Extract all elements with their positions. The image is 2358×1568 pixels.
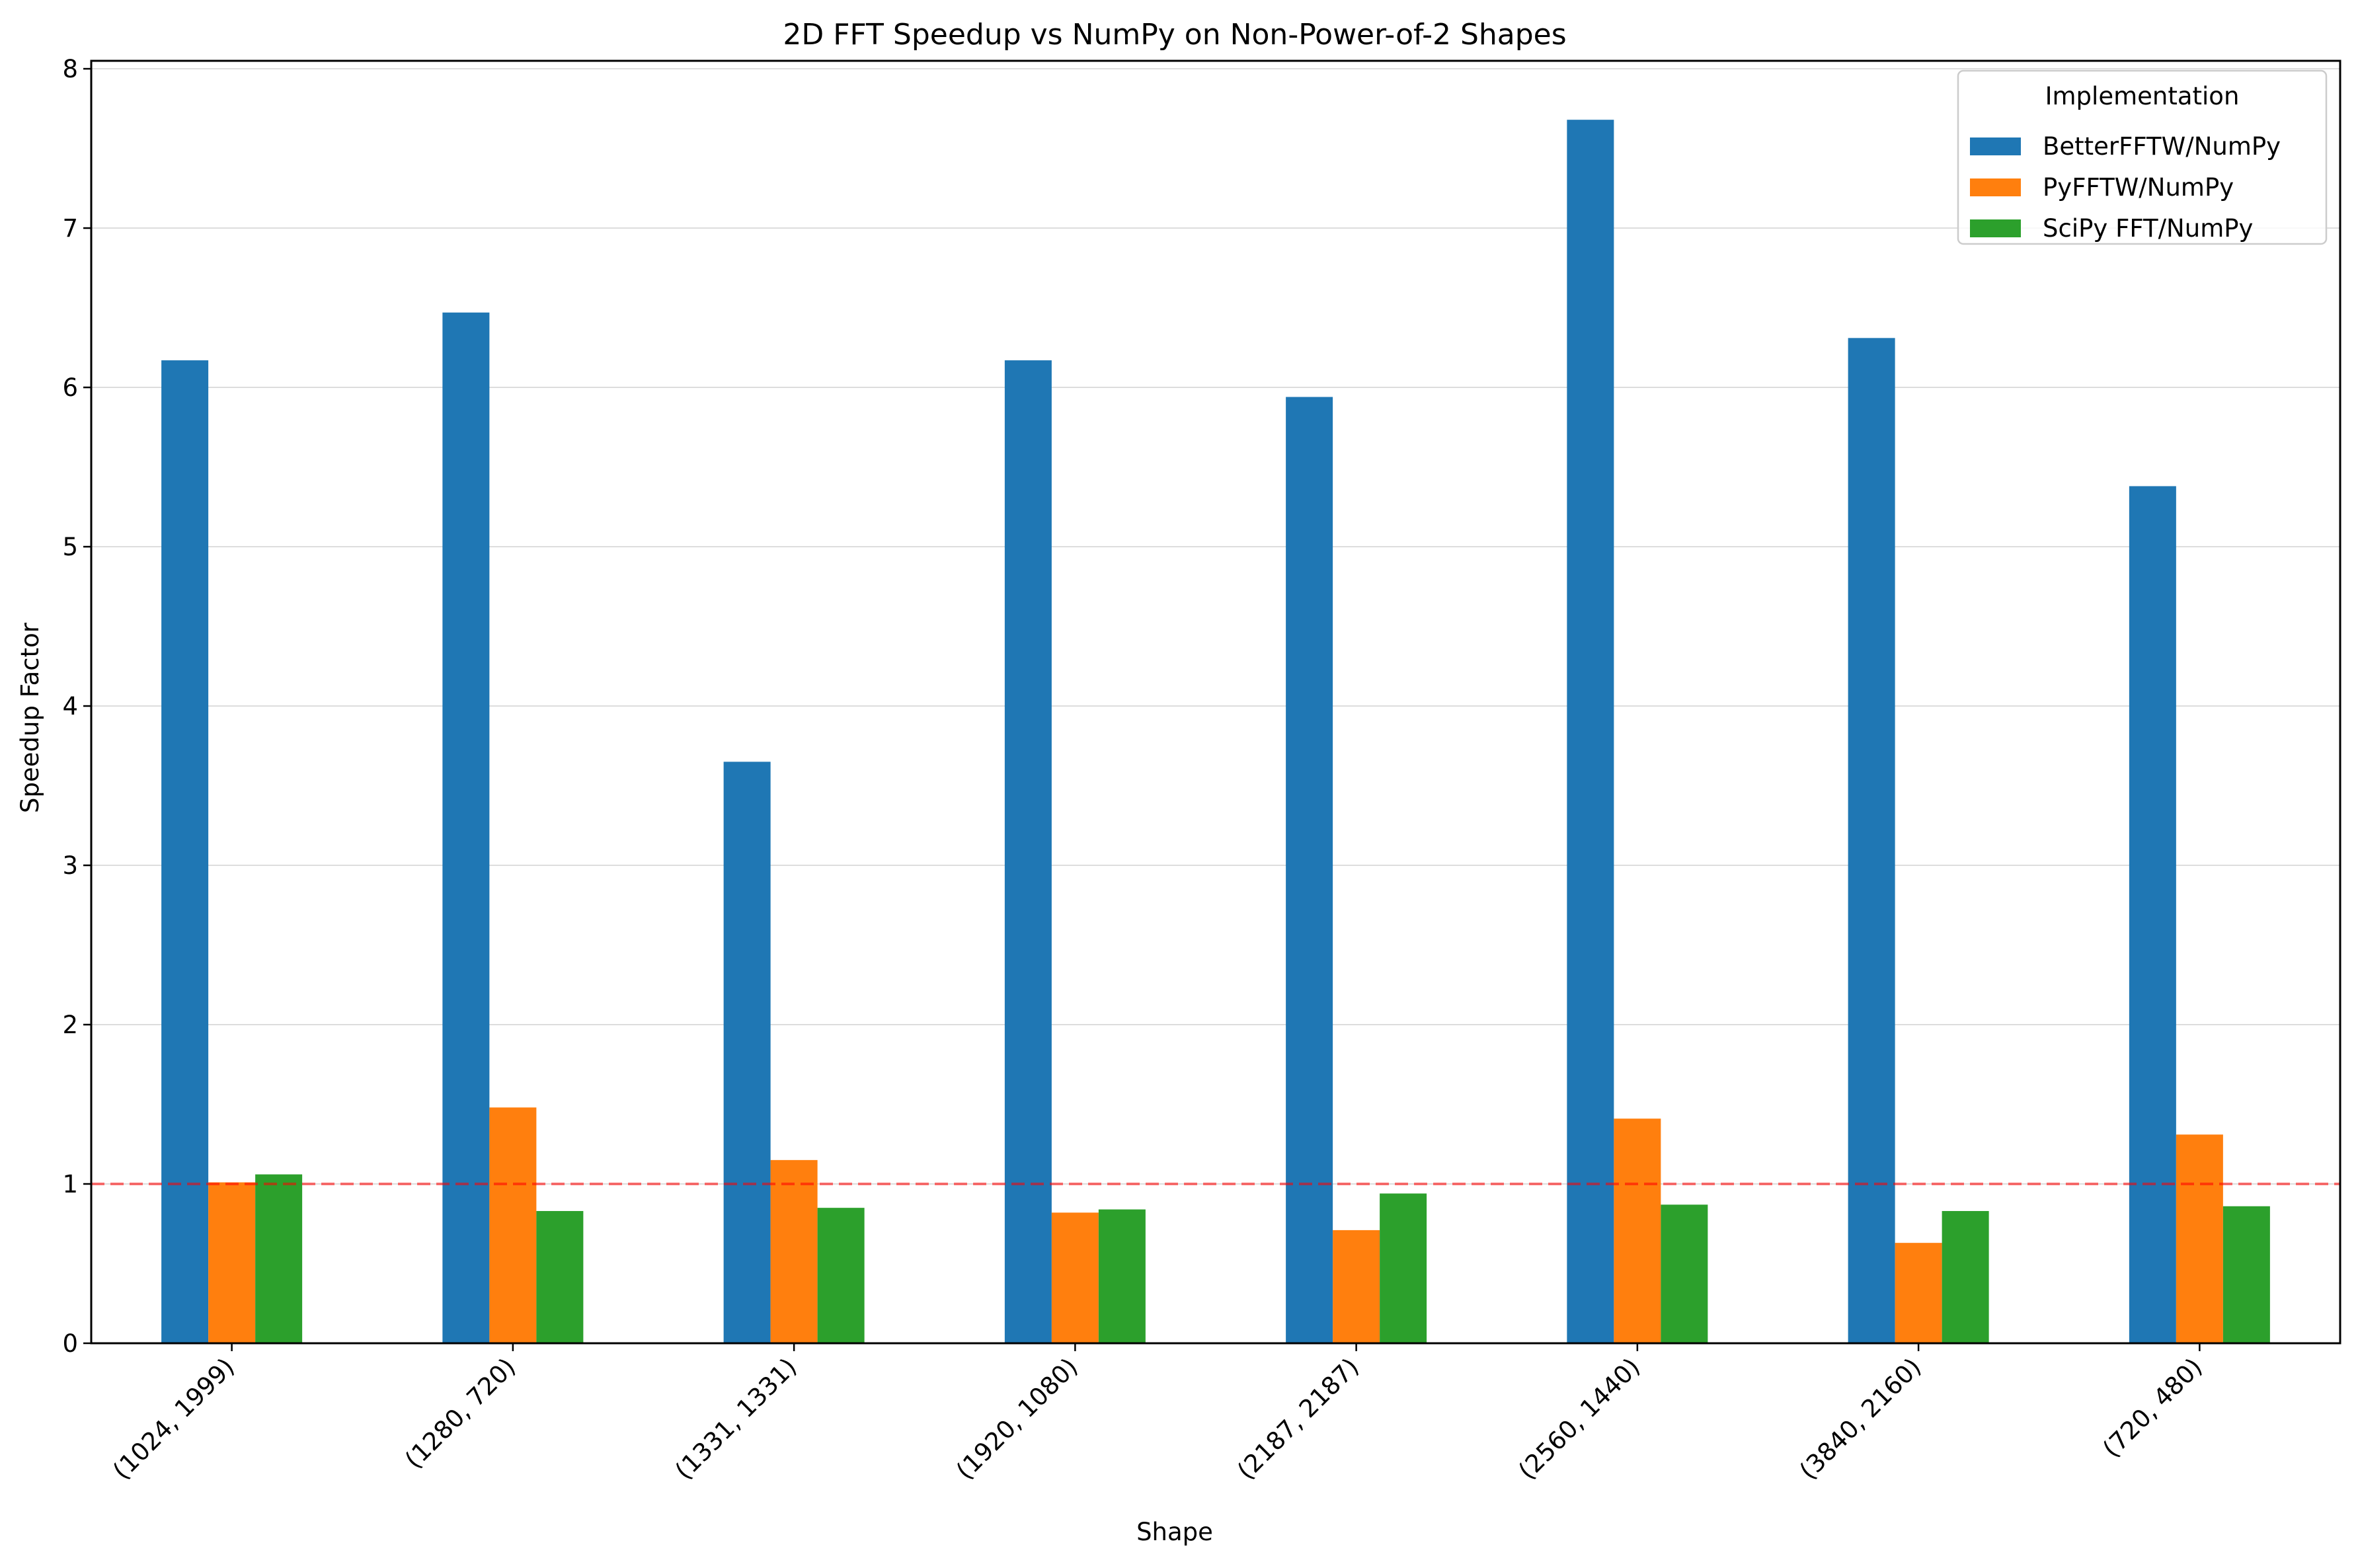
y-tick-label: 5 — [62, 533, 78, 561]
legend: Implementation BetterFFTW/NumPy PyFFTW/Num… — [1957, 69, 2328, 245]
bar — [1286, 397, 1333, 1344]
bar — [1051, 1212, 1099, 1343]
x-axis-label: Shape — [1136, 1518, 1213, 1546]
y-tick-label: 7 — [62, 214, 78, 243]
legend-entry-label: PyFFTW/NumPy — [2043, 173, 2234, 202]
y-tick-label: 8 — [62, 55, 78, 83]
chart-title: 2D FFT Speedup vs NumPy on Non-Power-of-… — [783, 18, 1566, 52]
bars — [161, 120, 2270, 1344]
bar — [1333, 1230, 1380, 1343]
legend-swatch — [1970, 178, 2021, 196]
bar — [255, 1174, 303, 1343]
plot-frame — [90, 59, 2341, 1345]
legend-swatch — [1970, 137, 2021, 155]
legend-entry-label: BetterFFTW/NumPy — [2043, 132, 2281, 161]
y-tick-label: 4 — [62, 692, 78, 721]
bar — [770, 1159, 818, 1343]
bar — [1661, 1204, 1708, 1343]
bar — [817, 1208, 865, 1343]
bar — [536, 1210, 584, 1343]
y-axis-label: Speedup Factor — [16, 622, 44, 813]
bar — [723, 762, 771, 1343]
legend-box — [1957, 69, 2328, 245]
legend-title: Implementation — [2045, 82, 2240, 110]
bar — [1380, 1193, 1427, 1343]
y-tick-label: 6 — [62, 373, 78, 402]
bar — [1895, 1243, 1942, 1343]
bar — [2222, 1206, 2270, 1343]
bar — [161, 360, 209, 1343]
y-tick-label: 3 — [62, 851, 78, 880]
bar — [1614, 1118, 1661, 1343]
bar — [442, 312, 490, 1344]
bar — [1848, 338, 1895, 1343]
bar — [2129, 486, 2176, 1344]
y-tick-label: 0 — [62, 1329, 78, 1358]
legend-swatch — [1970, 219, 2021, 237]
y-tick-label: 2 — [62, 1011, 78, 1039]
y-axis: 0 1 2 3 4 5 6 7 8 — [62, 55, 91, 1358]
bar — [208, 1182, 256, 1343]
bar — [1098, 1209, 1146, 1343]
legend-entry-label: SciPy FFT/NumPy — [2043, 214, 2253, 243]
bar — [1567, 120, 1614, 1343]
bar — [489, 1107, 537, 1343]
bar — [2176, 1134, 2223, 1343]
y-tick-label: 1 — [62, 1170, 78, 1198]
bar — [1942, 1210, 1989, 1343]
bar — [1004, 360, 1052, 1343]
